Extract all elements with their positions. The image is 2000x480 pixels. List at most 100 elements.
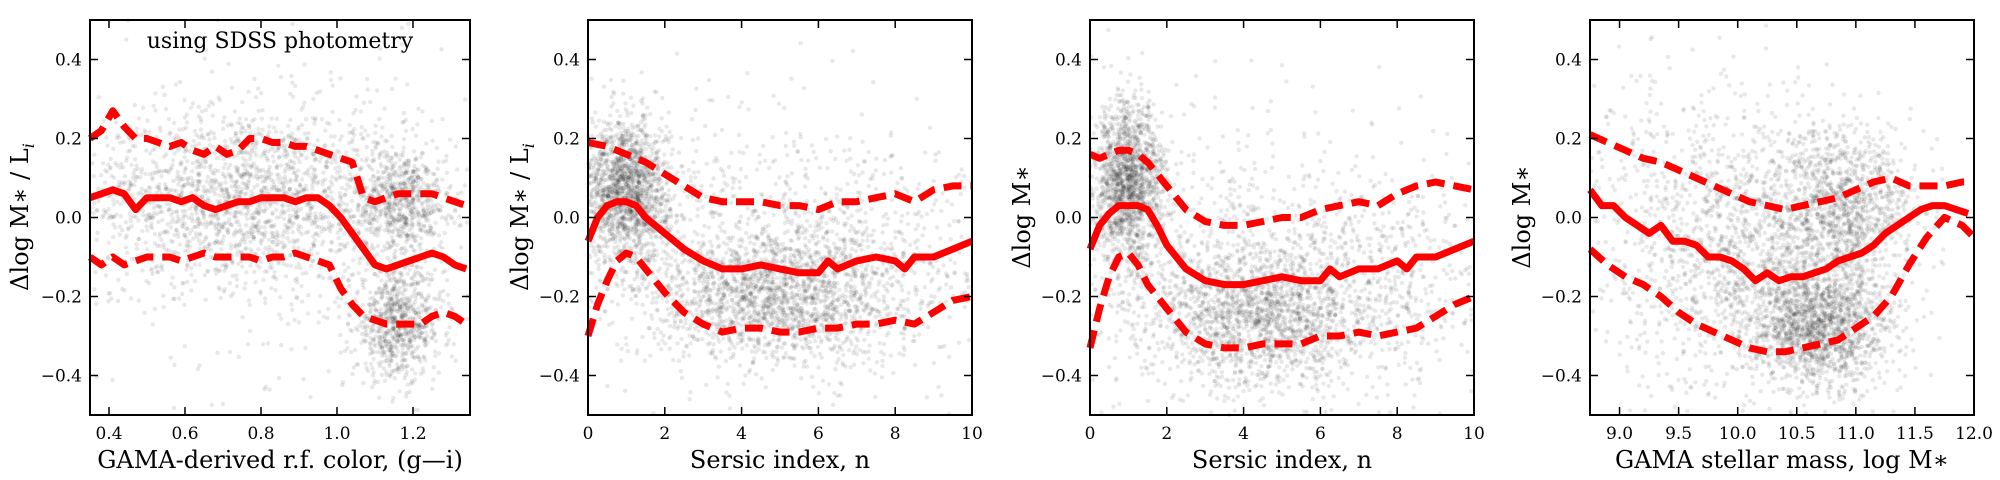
scatter-point	[126, 187, 131, 193]
scatter-point	[260, 237, 265, 243]
scatter-point	[251, 211, 256, 216]
scatter-point	[267, 129, 272, 135]
scatter-point	[419, 295, 425, 300]
scatter-point	[182, 344, 188, 349]
scatter-point	[268, 147, 273, 152]
scatter-point	[382, 282, 388, 288]
scatter-point	[94, 237, 100, 243]
scatter-point	[262, 225, 267, 230]
scatter-point	[129, 162, 134, 168]
scatter-point	[105, 256, 111, 261]
scatter-point	[232, 194, 237, 200]
scatter-point	[152, 232, 158, 237]
scatter-point	[384, 166, 389, 171]
scatter-point	[847, 348, 852, 353]
scatter-point	[242, 162, 247, 168]
scatter-point	[371, 246, 377, 251]
scatter-point	[458, 245, 464, 250]
scatter-point	[624, 161, 629, 167]
scatter-point	[440, 117, 445, 122]
scatter-point	[185, 248, 191, 253]
scatter-point	[235, 120, 240, 126]
scatter-point	[289, 131, 295, 136]
scatter-point	[338, 175, 343, 180]
scatter-point	[401, 352, 406, 357]
scatter-point	[232, 233, 237, 238]
scatter-point	[396, 206, 401, 212]
scatter-point	[335, 295, 340, 301]
scatter-point	[258, 174, 263, 180]
scatter-point	[319, 155, 324, 160]
scatter-point	[654, 300, 659, 305]
scatter-point	[306, 213, 311, 219]
scatter-point	[287, 219, 292, 224]
scatter-point	[597, 118, 602, 123]
scatter-point	[276, 261, 281, 266]
scatter-point	[174, 227, 179, 233]
scatter-point	[235, 153, 240, 158]
scatter-point	[288, 91, 293, 96]
scatter-point	[385, 174, 390, 179]
scatter-point	[653, 204, 658, 209]
scatter-point	[410, 126, 415, 132]
scatter-point	[346, 210, 351, 215]
scatter-point	[326, 369, 331, 374]
scatter-point	[175, 231, 181, 236]
scatter-point	[346, 265, 351, 270]
scatter-point	[416, 355, 421, 360]
scatter-point	[92, 201, 97, 206]
scatter-point	[144, 224, 149, 229]
scatter-point	[426, 293, 431, 298]
scatter-point	[198, 127, 203, 132]
scatter-point	[268, 261, 274, 267]
scatter-point	[634, 242, 639, 248]
scatter-point	[632, 183, 637, 188]
scatter-point	[625, 216, 630, 221]
scatter-point	[375, 243, 381, 249]
scatter-point	[636, 123, 641, 128]
scatter-point	[222, 287, 227, 292]
scatter-point	[183, 213, 188, 218]
scatter-point	[366, 302, 372, 307]
scatter-point	[222, 212, 227, 217]
scatter-point	[293, 277, 298, 283]
scatter-point	[120, 228, 125, 233]
scatter-point	[377, 155, 382, 161]
scatter-point	[111, 234, 116, 240]
scatter-point	[128, 219, 133, 224]
scatter-point	[156, 269, 161, 275]
scatter-point	[240, 156, 246, 161]
scatter-point	[262, 185, 267, 190]
scatter-point	[287, 166, 292, 172]
scatter-point	[350, 371, 355, 377]
scatter-point	[356, 271, 361, 276]
scatter-point	[115, 183, 121, 188]
scatter-point	[91, 173, 97, 179]
scatter-point	[242, 286, 247, 291]
scatter-point	[409, 244, 414, 249]
scatter-point	[388, 192, 393, 198]
scatter-point	[621, 125, 626, 130]
scatter-point	[240, 314, 245, 320]
scatter-point	[413, 296, 418, 301]
scatter-point	[421, 208, 426, 213]
scatter-point	[170, 249, 175, 255]
scatter-point	[700, 336, 705, 342]
scatter-point	[318, 89, 323, 94]
scatter-point	[267, 164, 272, 170]
scatter-point	[376, 176, 381, 181]
scatter-point	[294, 210, 299, 215]
scatter-point	[349, 139, 355, 145]
scatter-point	[182, 154, 187, 160]
scatter-point	[159, 174, 164, 179]
scatter-point	[359, 157, 364, 163]
scatter-point	[240, 175, 245, 180]
scatter-point	[305, 137, 310, 142]
scatter-point	[436, 159, 441, 164]
scatter-point	[403, 357, 408, 363]
scatter-point	[95, 186, 101, 191]
scatter-point	[233, 189, 238, 194]
scatter-point	[312, 158, 317, 163]
scatter-point	[210, 101, 216, 107]
scatter-point	[170, 158, 176, 163]
